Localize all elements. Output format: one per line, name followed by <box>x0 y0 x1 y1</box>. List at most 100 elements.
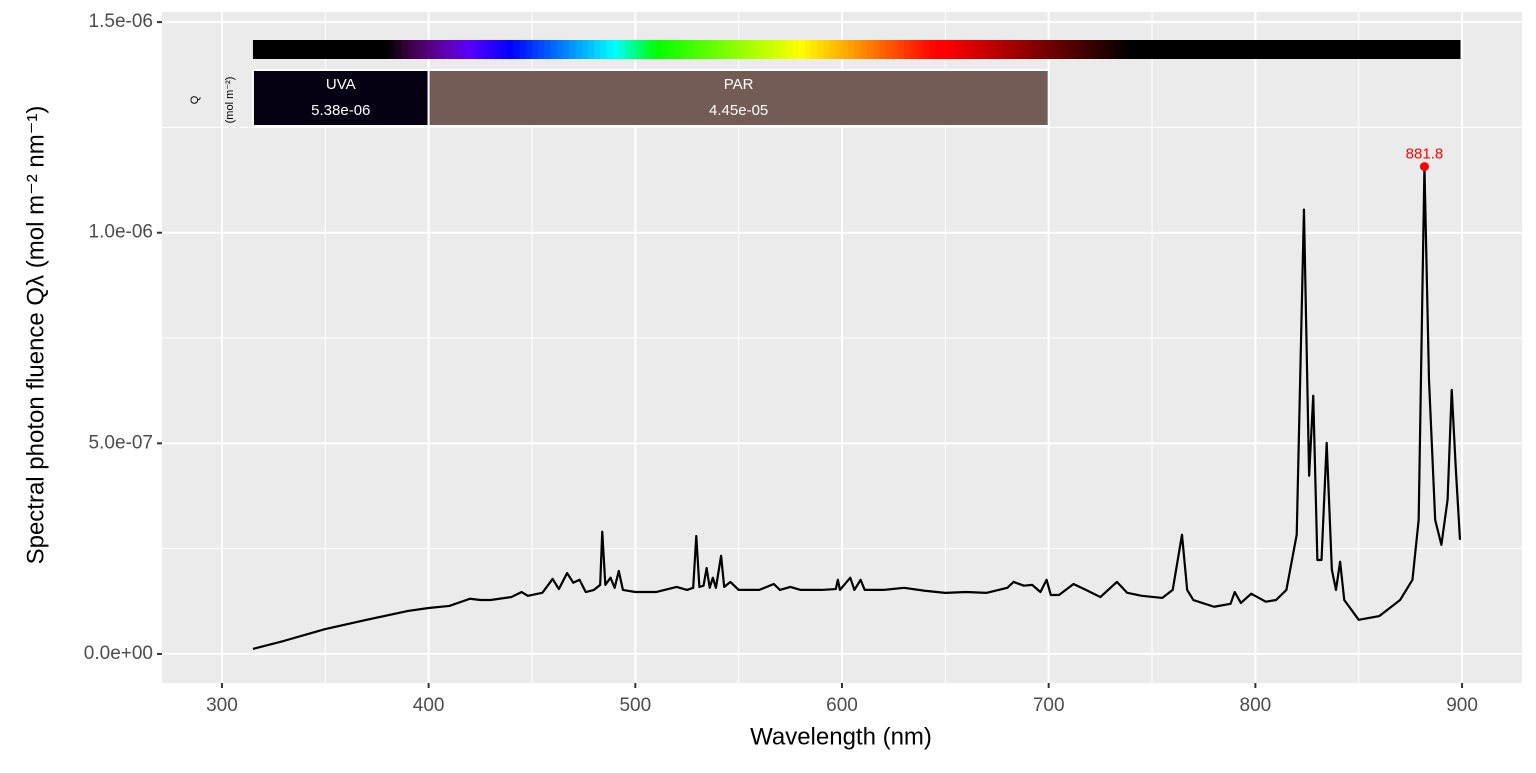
color-bar-segment <box>333 40 341 59</box>
color-bar-segment <box>984 40 992 59</box>
color-bar-segment <box>649 40 657 59</box>
color-bar-segment <box>1424 40 1432 59</box>
color-bar-segment <box>507 40 514 59</box>
color-bar-segment <box>624 40 632 59</box>
color-bar-segment <box>1077 40 1085 59</box>
color-bar-segment <box>705 40 713 59</box>
color-bar-segment <box>873 40 880 59</box>
color-bar-segment <box>1170 40 1178 59</box>
color-bar-segment <box>674 40 682 59</box>
color-bar-segment <box>879 40 886 59</box>
color-bar-segment <box>1127 40 1134 59</box>
color-bar-segment <box>1220 40 1227 59</box>
color-bar-segment <box>1294 40 1302 59</box>
band-label-units: (mol m⁻²) <box>224 77 236 124</box>
color-bar-segment <box>1176 40 1184 59</box>
y-tick-label: 0.0e+00 <box>84 643 153 664</box>
x-tick-label: 500 <box>619 695 651 716</box>
color-bar-segment <box>1108 40 1116 59</box>
color-bar-segment <box>730 40 738 59</box>
color-bar-segment <box>1226 40 1234 59</box>
color-bar-segment <box>959 40 967 59</box>
color-bar-segment <box>1009 40 1017 59</box>
color-bar-segment <box>531 40 539 59</box>
color-bar-segment <box>538 40 545 59</box>
color-bar-segment <box>990 40 998 59</box>
color-bar-segment <box>1288 40 1296 59</box>
color-bar-segment <box>283 40 291 59</box>
color-bar-segment <box>792 40 800 59</box>
color-bar-segment <box>1276 40 1283 59</box>
color-bar-segment <box>1102 40 1110 59</box>
color-bar-segment <box>935 40 942 59</box>
color-bar-segment <box>1418 40 1426 59</box>
color-bar-segment <box>438 40 446 59</box>
color-bar-segment <box>364 40 372 59</box>
color-bar-segment <box>854 40 862 59</box>
color-bar-segment <box>885 40 893 59</box>
color-bar-segment <box>1046 40 1054 59</box>
color-bar-segment <box>426 40 434 59</box>
y-tick-label: 5.0e-07 <box>89 432 153 453</box>
color-bar-segment <box>1344 40 1351 59</box>
color-bar-segment <box>587 40 595 59</box>
color-bar-segment <box>742 40 750 59</box>
spectrum-line <box>252 165 1462 650</box>
color-bar-segment <box>1096 40 1103 59</box>
color-bar-segment <box>978 40 986 59</box>
color-bar-segment <box>550 40 558 59</box>
color-bar-segment <box>1139 40 1147 59</box>
color-bar-segment <box>1059 40 1066 59</box>
color-bar-segment <box>432 40 440 59</box>
color-bar-segment <box>1071 40 1079 59</box>
color-bar-segment <box>1232 40 1240 59</box>
band-box <box>427 69 1050 127</box>
color-bar-segment <box>1356 40 1364 59</box>
band-value: 5.38e-06 <box>311 102 370 119</box>
color-bar-segment <box>1263 40 1271 59</box>
x-tick-label: 800 <box>1240 695 1272 716</box>
color-bar-segment <box>693 40 700 59</box>
color-bar-segment <box>1406 40 1413 59</box>
color-bar-segment <box>891 40 899 59</box>
color-bar-segment <box>860 40 868 59</box>
color-bar-segment <box>941 40 948 59</box>
color-bar-segment <box>1015 40 1023 59</box>
color-bar-segment <box>1040 40 1048 59</box>
color-bar-segment <box>290 40 297 59</box>
color-bar-segment <box>1183 40 1190 59</box>
color-bar-segment <box>1207 40 1215 59</box>
y-tick-label: 1.5e-06 <box>89 11 153 32</box>
color-bar-segment <box>562 40 570 59</box>
color-bar-segment <box>1145 40 1153 59</box>
color-bar-segment <box>1158 40 1165 59</box>
color-bar-segment <box>451 40 459 59</box>
color-bar-segment <box>631 40 638 59</box>
color-bar-segment <box>848 40 855 59</box>
color-bar-segment <box>1381 40 1389 59</box>
color-bar-segment <box>314 40 322 59</box>
color-bar-segment <box>928 40 936 59</box>
color-bar-segment <box>401 40 409 59</box>
color-bar-segment <box>643 40 651 59</box>
color-bar-segment <box>804 40 812 59</box>
color-bar-segment <box>1325 40 1333 59</box>
y-tick-label: 1.0e-06 <box>89 222 153 243</box>
color-bar-segment <box>655 40 663 59</box>
color-bar-segment <box>556 40 564 59</box>
color-bar-segment <box>1307 40 1314 59</box>
color-bar-segment <box>1195 40 1203 59</box>
color-bar-segment <box>618 40 626 59</box>
color-bar-segment <box>829 40 837 59</box>
color-bar-segment <box>345 40 353 59</box>
color-bar-segment <box>600 40 607 59</box>
color-bar-segment <box>699 40 707 59</box>
color-bar-segment <box>668 40 676 59</box>
color-bar-segment <box>593 40 601 59</box>
color-bar-segment <box>389 40 397 59</box>
color-bar-segment <box>922 40 930 59</box>
color-bar-segment <box>972 40 979 59</box>
color-bar-segment <box>463 40 471 59</box>
color-bar-segment <box>277 40 285 59</box>
color-bar-segment <box>420 40 428 59</box>
